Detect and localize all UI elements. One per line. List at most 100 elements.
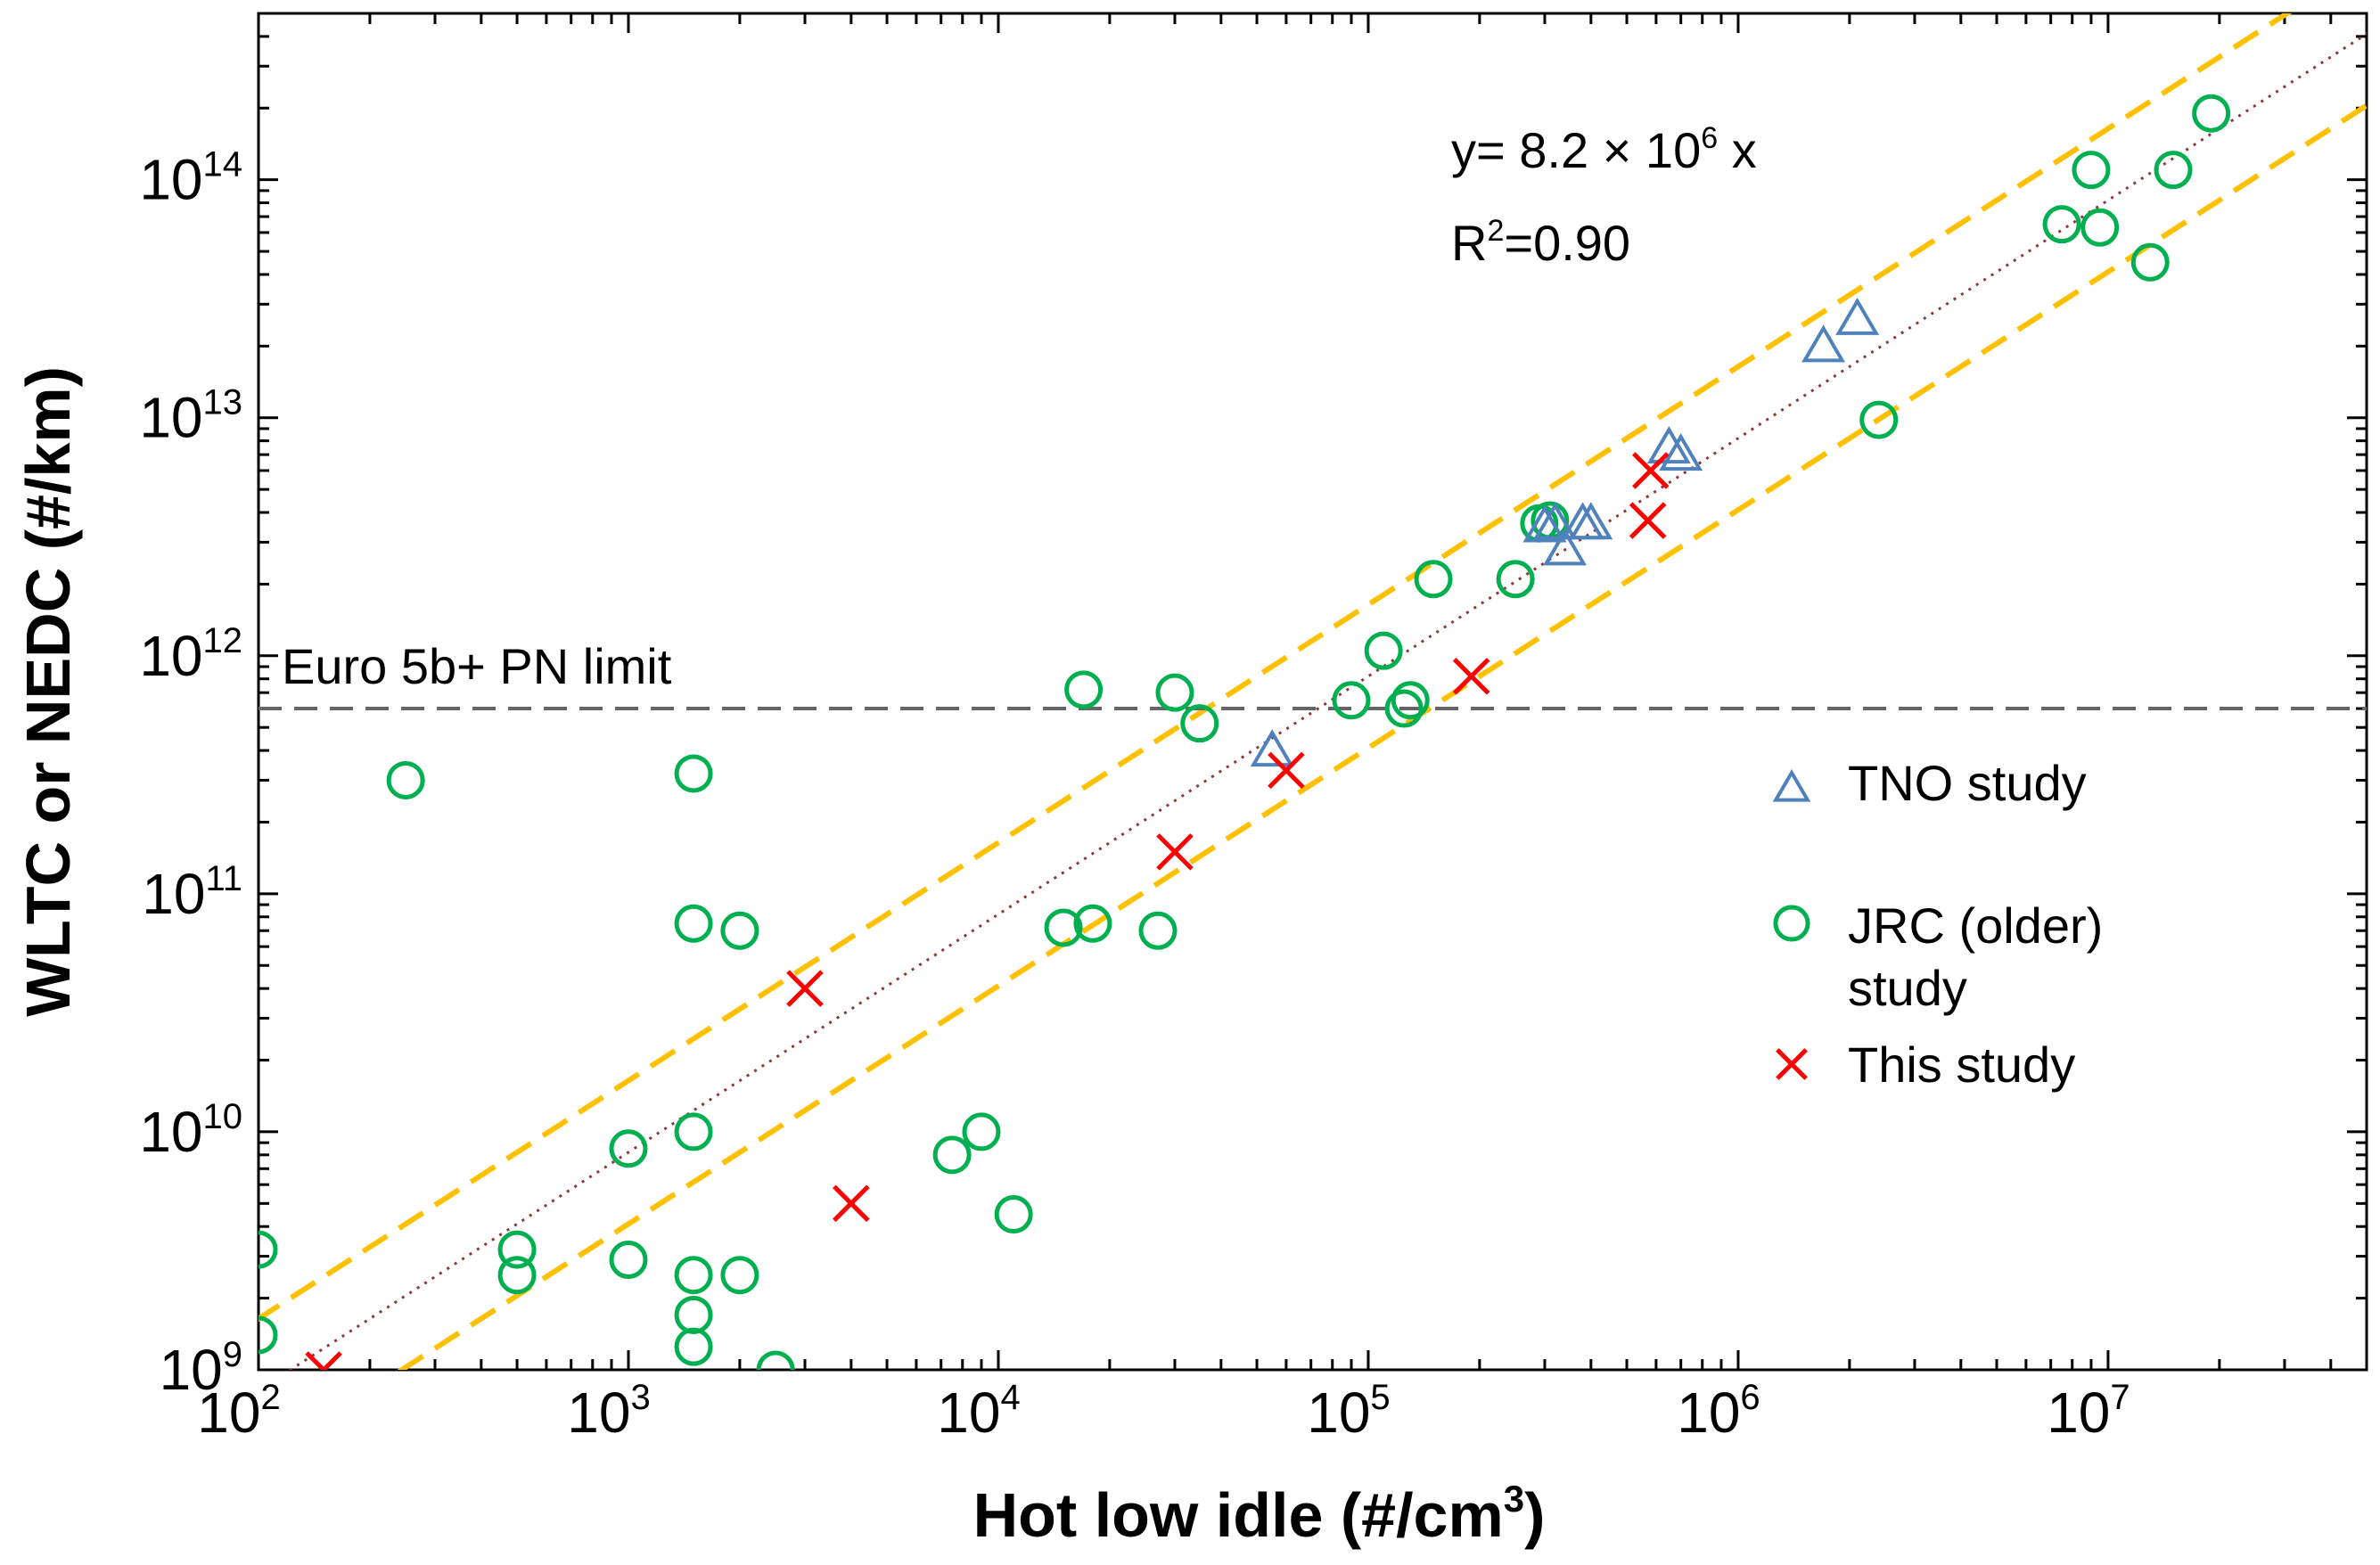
- y-tick-label: 1014: [139, 145, 242, 212]
- jrc-point: [259, 1230, 278, 1269]
- x-tick-base: 10: [1307, 1381, 1370, 1445]
- jrc-point: [962, 1112, 1001, 1151]
- x-tick-exponent: 4: [1000, 1378, 1020, 1417]
- jrc-point: [1364, 631, 1403, 670]
- y-tick-base: 10: [139, 1100, 202, 1164]
- y-tick-label: 1013: [139, 383, 242, 450]
- tno-point: [1646, 426, 1691, 464]
- jrc-point: [720, 911, 759, 950]
- r2-suffix: =0.90: [1504, 215, 1630, 271]
- jrc-point: [259, 1315, 278, 1355]
- legend-label-tno: TNO study: [1848, 755, 2087, 811]
- jrc-point: [1155, 673, 1194, 712]
- tno-point: [1533, 502, 1578, 540]
- y-tick-base: 10: [139, 624, 202, 688]
- fit-equation: y= 8.2 × 106 x: [1451, 121, 1757, 178]
- x-tick-exponent: 3: [630, 1378, 650, 1417]
- legend-triangle: [1772, 769, 1811, 802]
- jrc-point: [2192, 94, 2231, 133]
- tno-point: [1250, 729, 1294, 767]
- x-axis-title-sup: 3: [1504, 1478, 1524, 1520]
- x-tick-base: 10: [197, 1381, 260, 1445]
- this-study-point: [1452, 658, 1490, 695]
- fit-equation-exponent: 6: [1701, 121, 1718, 155]
- y-tick-label: 109: [160, 1335, 242, 1402]
- this-study-point: [1268, 751, 1305, 790]
- this-study-point-stroke: [305, 1351, 327, 1370]
- y-tick-exponent: 14: [203, 145, 243, 184]
- y-tick-label: 1010: [139, 1097, 242, 1164]
- y-tick-base: 10: [160, 1338, 223, 1402]
- this-study-point: [786, 970, 824, 1007]
- x-tick-base: 10: [1677, 1381, 1740, 1445]
- legend-x-stroke: [1776, 1048, 1808, 1080]
- x-tick-label: 104: [937, 1378, 1020, 1445]
- x-tick-exponent: 5: [1370, 1378, 1390, 1417]
- jrc-point: [2154, 151, 2193, 190]
- this-study-point: [305, 1351, 342, 1370]
- jrc-point: [497, 1230, 537, 1269]
- this-study-point: [1156, 833, 1194, 871]
- y-tick-exponent: 13: [203, 383, 243, 422]
- x-tick-base: 10: [2047, 1381, 2110, 1445]
- euro-limit-label: Euro 5b+ PN limit: [282, 638, 672, 694]
- x-axis-title: Hot low idle (#/cm3): [973, 1478, 1546, 1550]
- this-study-point: [1632, 452, 1670, 489]
- jrc-point: [1859, 400, 1899, 439]
- this-study-point-stroke: [1632, 452, 1670, 489]
- jrc-point: [2130, 242, 2170, 282]
- jrc-point: [994, 1195, 1033, 1234]
- this-study-point-stroke: [1156, 833, 1194, 871]
- x-tick-base: 10: [937, 1381, 1000, 1445]
- this-study-point-stroke: [1268, 751, 1305, 790]
- jrc-point: [674, 1295, 713, 1334]
- jrc-point: [609, 1129, 648, 1168]
- tno-point: [1522, 504, 1567, 543]
- legend-x-marker: [1776, 1048, 1808, 1080]
- legend-label-this-study: This study: [1848, 1037, 2075, 1093]
- y-tick-base: 10: [139, 148, 202, 212]
- legend-label-jrc-line1: JRC (older): [1848, 897, 2103, 954]
- this-study-point-stroke: [786, 970, 824, 1007]
- tick-labels: 102 103 104 105 106 1071091010101110121013101…: [139, 145, 2130, 1445]
- jrc-point: [609, 1241, 648, 1280]
- y-tick-base: 10: [142, 862, 205, 926]
- legend-label-jrc-line2: study: [1848, 960, 1967, 1016]
- y-tick-exponent: 9: [223, 1335, 242, 1374]
- upper-band-line: [259, 13, 2293, 1323]
- jrc-point: [2072, 151, 2111, 190]
- jrc-point: [674, 754, 713, 793]
- legend-circle-marker: [1773, 905, 1810, 942]
- jrc-point: [1332, 681, 1371, 720]
- legend-circle: [1773, 905, 1810, 942]
- fit-equation-suffix: x: [1718, 122, 1757, 178]
- jrc-point: [674, 1327, 713, 1366]
- y-tick-label: 1011: [142, 859, 242, 926]
- x-axis-title-main: Hot low idle (#/cm: [973, 1480, 1504, 1550]
- jrc-point: [674, 1112, 713, 1151]
- jrc-point: [1384, 689, 1424, 728]
- jrc-point: [1391, 681, 1430, 720]
- x-tick-exponent: 7: [2110, 1378, 2130, 1417]
- this-study-point-stroke: [833, 1184, 870, 1223]
- x-tick-label: 106: [1677, 1378, 1760, 1445]
- jrc-point: [1496, 560, 1535, 599]
- x-axis-title-end: ): [1524, 1480, 1545, 1550]
- fit-r-squared: R2=0.90: [1451, 214, 1630, 271]
- tno-point: [1659, 433, 1703, 471]
- legend: TNO study JRC (older) study This study: [1772, 755, 2103, 1093]
- this-study-point-stroke: [1629, 502, 1667, 539]
- this-study-point: [1629, 502, 1667, 539]
- jrc-point: [497, 1256, 537, 1295]
- r2-prefix: R: [1451, 215, 1487, 271]
- jrc-point: [2042, 205, 2081, 244]
- plot-area: [259, 13, 2367, 1370]
- y-tick-label: 1012: [139, 621, 242, 688]
- tno-point: [1801, 324, 1846, 363]
- x-tick-label: 103: [567, 1378, 650, 1445]
- jrc-point: [1414, 560, 1453, 599]
- this-study-point-stroke: [320, 1351, 342, 1370]
- jrc-point: [1064, 670, 1104, 709]
